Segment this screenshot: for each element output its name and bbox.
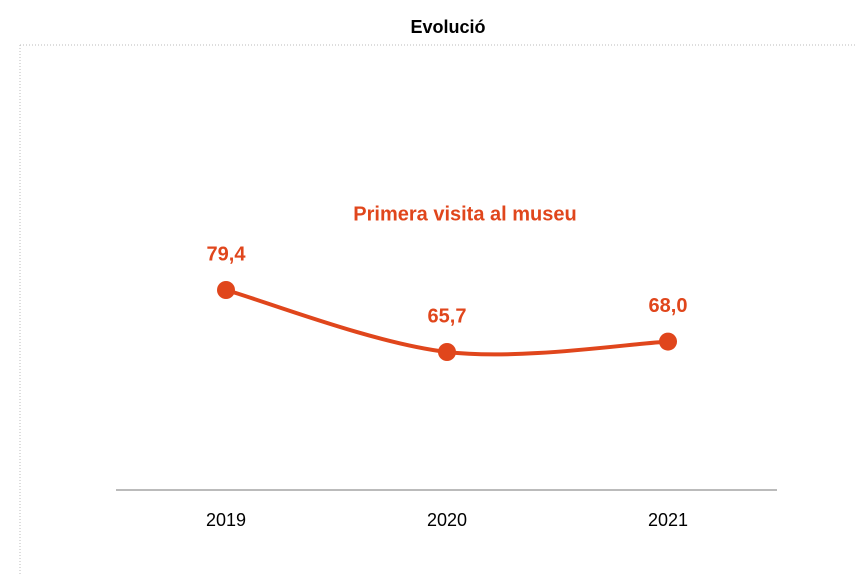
value-label: 65,7 [428,305,467,327]
x-tick-label: 2020 [427,510,467,530]
x-tick-label: 2021 [648,510,688,530]
point [217,281,235,299]
series-label: Primera visita al museu [353,203,576,225]
x-tick-label: 2019 [206,510,246,530]
chart-title: Evolució [410,17,485,37]
value-label: 79,4 [207,243,247,265]
point [438,343,456,361]
value-label: 68,0 [649,295,688,317]
point [659,332,677,351]
